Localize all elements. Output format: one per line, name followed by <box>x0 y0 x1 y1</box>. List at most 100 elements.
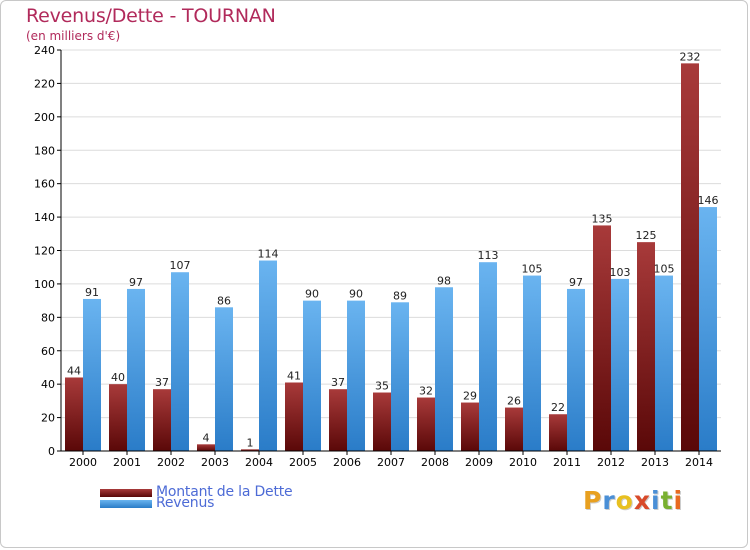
logo-letter: t <box>660 486 674 515</box>
legend-swatch-revenue <box>100 500 152 508</box>
bar-revenue <box>127 288 145 451</box>
data-label-debt: 32 <box>419 385 433 398</box>
bar-revenue <box>259 260 277 451</box>
bar-revenue <box>655 275 673 451</box>
legend-label-revenue: Revenus <box>156 495 215 511</box>
bar-debt <box>153 389 171 451</box>
x-tick-label: 2011 <box>553 456 581 469</box>
x-tick-label: 2007 <box>377 456 405 469</box>
legend-label-debt: Montant de la Dette <box>156 484 293 500</box>
bar-revenue <box>303 300 321 451</box>
data-label-debt: 26 <box>507 395 521 408</box>
bar-debt <box>461 402 479 451</box>
bar-revenue <box>611 278 629 451</box>
data-label-revenue: 103 <box>610 266 631 279</box>
data-label-revenue: 91 <box>85 286 99 299</box>
y-tick-label: 20 <box>41 412 55 425</box>
logo-letter: i <box>651 486 661 515</box>
bar-revenue <box>171 272 189 451</box>
y-tick-label: 0 <box>48 445 55 458</box>
bar-debt <box>417 397 435 451</box>
bar-revenue <box>391 302 409 451</box>
x-tick-label: 2013 <box>641 456 669 469</box>
x-tick-label: 2003 <box>201 456 229 469</box>
data-label-debt: 41 <box>287 369 301 382</box>
bar-debt <box>373 392 391 451</box>
bar-revenue <box>347 300 365 451</box>
data-label-debt: 37 <box>155 376 169 389</box>
logo-letter: i <box>673 486 684 515</box>
y-tick-label: 240 <box>34 44 55 57</box>
x-tick-label: 2000 <box>69 456 97 469</box>
data-label-debt: 135 <box>592 212 613 225</box>
bar-debt <box>285 382 303 451</box>
y-tick-label: 40 <box>41 378 55 391</box>
bar-revenue <box>699 207 717 451</box>
y-tick-label: 160 <box>34 178 55 191</box>
y-tick-label: 100 <box>34 278 55 291</box>
bars-layer: 44 91 40 97 37 107 4 86 1 114 41 90 37 90 35 89 32 98 29 11… <box>65 50 719 451</box>
bar-debt <box>109 384 127 451</box>
y-tick-label: 200 <box>34 111 55 124</box>
data-label-debt: 4 <box>203 431 210 444</box>
logo-letter: o <box>615 486 634 515</box>
x-tick-label: 2004 <box>245 456 273 469</box>
x-tick-label: 2005 <box>289 456 317 469</box>
proxiti-logo: Proxiti <box>583 486 683 515</box>
data-label-revenue: 90 <box>349 288 363 301</box>
bar-revenue <box>523 275 541 451</box>
y-tick-label: 80 <box>41 311 55 324</box>
chart-title: Revenus/Dette - TOURNAN <box>26 5 276 27</box>
bar-revenue <box>215 307 233 451</box>
x-tick-label: 2002 <box>157 456 185 469</box>
data-label-debt: 232 <box>680 50 701 63</box>
data-label-debt: 37 <box>331 376 345 389</box>
y-tick-label: 220 <box>34 77 55 90</box>
data-label-debt: 29 <box>463 390 477 403</box>
data-label-revenue: 90 <box>305 288 319 301</box>
x-tick-label: 2006 <box>333 456 361 469</box>
x-tick-label: 2009 <box>465 456 493 469</box>
y-tick-label: 60 <box>41 345 55 358</box>
x-tick-label: 2008 <box>421 456 449 469</box>
bar-debt <box>681 63 699 451</box>
data-label-debt: 1 <box>247 436 254 449</box>
data-label-revenue: 105 <box>522 263 543 276</box>
data-label-revenue: 97 <box>569 276 583 289</box>
data-label-revenue: 97 <box>129 276 143 289</box>
x-tick-label: 2012 <box>597 456 625 469</box>
logo-letter: x <box>633 486 651 515</box>
y-tick-label: 140 <box>34 211 55 224</box>
chart-subtitle: (en milliers d'€) <box>26 29 121 43</box>
y-tick-label: 180 <box>34 144 55 157</box>
data-label-debt: 125 <box>636 229 657 242</box>
bar-debt <box>197 444 215 451</box>
data-label-revenue: 86 <box>217 294 231 307</box>
data-label-revenue: 98 <box>437 274 451 287</box>
x-tick-label: 2010 <box>509 456 537 469</box>
x-tick-label: 2001 <box>113 456 141 469</box>
bar-debt <box>593 225 611 451</box>
legend-swatch-debt <box>100 489 152 497</box>
bar-revenue <box>567 288 585 451</box>
bar-debt <box>505 407 523 451</box>
data-label-revenue: 107 <box>170 259 191 272</box>
bar-debt <box>65 377 83 451</box>
y-tick-label: 120 <box>34 245 55 258</box>
bar-revenue <box>83 298 101 451</box>
bar-debt <box>241 449 259 451</box>
data-label-debt: 40 <box>111 371 125 384</box>
bar-revenue <box>479 262 497 451</box>
data-label-revenue: 146 <box>698 194 719 207</box>
bar-debt <box>549 414 567 451</box>
data-label-revenue: 89 <box>393 289 407 302</box>
data-label-debt: 22 <box>551 401 565 414</box>
bar-debt <box>329 389 347 451</box>
logo-letter: P <box>583 486 603 515</box>
data-label-debt: 44 <box>67 364 81 377</box>
logo-letter: r <box>602 486 616 515</box>
data-label-revenue: 105 <box>654 263 675 276</box>
